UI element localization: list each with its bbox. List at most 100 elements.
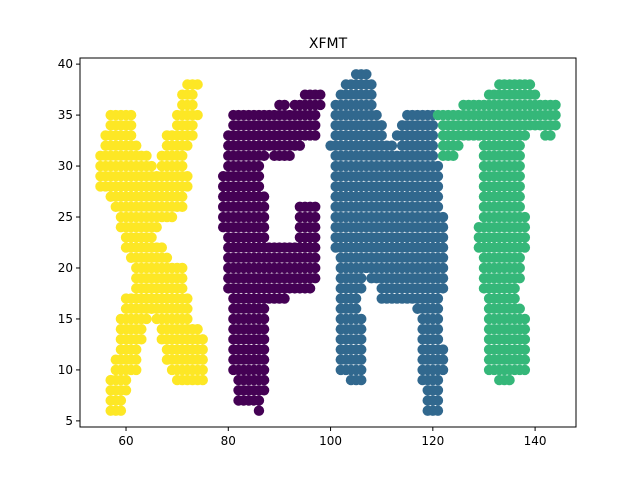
- data-point: [187, 120, 198, 131]
- data-point: [356, 283, 367, 294]
- data-point: [294, 140, 306, 151]
- data-point: [356, 354, 367, 365]
- data-point: [519, 130, 531, 141]
- data-point: [151, 222, 162, 233]
- data-point: [437, 252, 449, 263]
- data-point: [258, 150, 270, 162]
- data-point: [182, 293, 193, 304]
- data-point: [182, 171, 193, 182]
- data-point: [437, 232, 449, 243]
- data-point: [197, 374, 208, 386]
- data-point: [376, 130, 387, 141]
- data-point: [258, 303, 270, 314]
- data-point: [146, 160, 157, 172]
- y-tick-label: 15: [58, 312, 73, 326]
- y-tick-label: 30: [58, 159, 73, 173]
- data-point: [177, 191, 188, 202]
- data-point: [437, 262, 449, 274]
- series-3: [325, 69, 449, 416]
- data-point: [177, 283, 188, 294]
- data-point: [519, 313, 531, 325]
- data-point: [192, 323, 203, 335]
- data-point: [514, 171, 525, 182]
- data-point: [427, 130, 439, 141]
- data-point: [310, 252, 321, 263]
- data-point: [258, 232, 270, 243]
- data-point: [550, 99, 561, 111]
- data-point: [187, 99, 198, 111]
- data-point: [437, 354, 449, 365]
- data-point: [125, 130, 137, 141]
- chart-title: XFMT: [309, 36, 348, 52]
- data-point: [448, 150, 459, 162]
- data-point: [258, 313, 270, 325]
- data-point: [197, 354, 208, 365]
- data-point: [519, 242, 531, 253]
- series-1: [95, 79, 208, 416]
- data-point: [136, 334, 147, 345]
- data-point: [509, 283, 520, 294]
- data-point: [432, 374, 444, 386]
- data-point: [356, 323, 367, 335]
- data-point: [258, 222, 270, 233]
- data-point: [310, 130, 321, 141]
- data-point: [519, 211, 531, 223]
- data-point: [371, 109, 382, 121]
- x-tick-label: 140: [524, 434, 547, 448]
- data-point: [253, 171, 265, 182]
- data-point: [187, 89, 198, 100]
- data-point: [310, 272, 321, 284]
- data-point: [437, 283, 449, 294]
- data-point: [197, 334, 208, 345]
- data-point: [125, 109, 137, 121]
- data-points: [95, 69, 561, 416]
- data-point: [187, 130, 198, 141]
- data-point: [432, 385, 444, 396]
- data-point: [253, 395, 265, 406]
- data-point: [361, 69, 372, 80]
- x-tick-label: 80: [221, 434, 236, 448]
- data-point: [437, 272, 449, 284]
- data-point: [529, 89, 541, 100]
- data-point: [258, 334, 270, 345]
- series-2: [217, 89, 326, 416]
- data-point: [310, 222, 321, 233]
- data-point: [550, 109, 561, 121]
- data-point: [253, 160, 265, 172]
- data-point: [366, 79, 377, 90]
- data-point: [156, 242, 168, 253]
- data-point: [177, 201, 188, 213]
- data-point: [432, 171, 444, 182]
- data-point: [366, 99, 377, 111]
- data-point: [197, 344, 208, 355]
- data-point: [197, 364, 208, 376]
- data-point: [192, 109, 203, 121]
- data-point: [437, 222, 449, 233]
- data-point: [356, 272, 367, 284]
- data-point: [258, 191, 270, 202]
- data-point: [310, 232, 321, 243]
- data-point: [356, 344, 367, 355]
- data-point: [432, 303, 444, 314]
- data-point: [182, 140, 193, 151]
- y-tick-label: 35: [58, 108, 73, 122]
- data-point: [356, 374, 367, 386]
- data-point: [519, 344, 531, 355]
- data-point: [310, 262, 321, 274]
- data-point: [504, 374, 515, 386]
- data-point: [310, 242, 321, 253]
- data-point: [182, 303, 193, 314]
- y-tick-label: 5: [65, 414, 73, 428]
- data-point: [453, 140, 464, 151]
- data-point: [437, 344, 449, 355]
- data-point: [131, 140, 142, 151]
- data-point: [253, 405, 265, 416]
- data-point: [177, 150, 188, 162]
- data-point: [258, 385, 270, 396]
- x-tick-label: 60: [118, 434, 133, 448]
- data-point: [514, 181, 525, 192]
- data-point: [519, 222, 531, 233]
- data-point: [432, 293, 444, 304]
- series-4: [432, 79, 561, 386]
